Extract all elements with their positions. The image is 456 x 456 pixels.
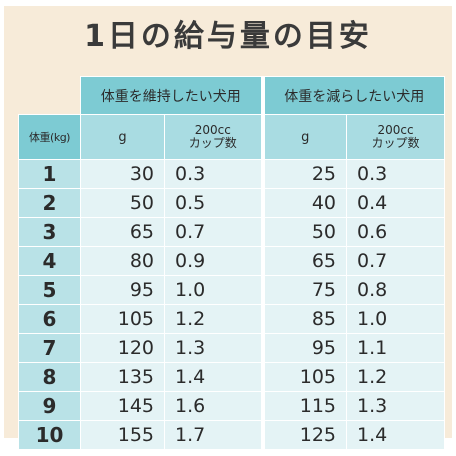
group-header-reduce: 体重を減らしたい犬用 — [260, 76, 445, 115]
weight-cell: 7 — [18, 333, 81, 363]
maintain-cups-cell: 0.9 — [164, 246, 263, 276]
weight-cell: 3 — [18, 217, 81, 247]
reduce-grams-cell: 85 — [260, 304, 347, 334]
table-row: 7 120 1.3 95 1.1 — [18, 333, 445, 363]
group-header-row: 体重を維持したい犬用 体重を減らしたい犬用 — [18, 76, 445, 115]
table-row: 9 145 1.6 115 1.3 — [18, 391, 445, 421]
maintain-grams-cell: 95 — [80, 275, 165, 305]
table-row: 2 50 0.5 40 0.4 — [18, 188, 445, 218]
weight-cell: 2 — [18, 188, 81, 218]
maintain-grams-cell: 145 — [80, 391, 165, 421]
maintain-cups-cell: 0.3 — [164, 159, 263, 189]
weight-header: 体重(kg) — [18, 114, 81, 160]
maintain-cups-cell: 1.2 — [164, 304, 263, 334]
maintain-grams-cell: 65 — [80, 217, 165, 247]
maintain-cups-cell: 0.7 — [164, 217, 263, 247]
page-title: 1日の給与量の目安 — [84, 19, 372, 54]
reduce-grams-cell: 95 — [260, 333, 347, 363]
cups-header-maintain: 200cc カップ数 — [164, 114, 263, 160]
table-row: 5 95 1.0 75 0.8 — [18, 275, 445, 305]
group-header-maintain: 体重を維持したい犬用 — [80, 76, 263, 115]
cups-header-reduce: 200cc カップ数 — [346, 114, 445, 160]
table-row: 3 65 0.7 50 0.6 — [18, 217, 445, 247]
reduce-cups-cell: 1.1 — [346, 333, 445, 363]
cup-count-label: カップ数 — [188, 136, 237, 150]
weight-cell: 8 — [18, 362, 81, 392]
maintain-grams-cell: 120 — [80, 333, 165, 363]
reduce-grams-cell: 105 — [260, 362, 347, 392]
weight-cell: 9 — [18, 391, 81, 421]
corner-cell — [18, 76, 81, 115]
reduce-grams-cell: 125 — [260, 420, 347, 450]
feeding-table: 体重を維持したい犬用 体重を減らしたい犬用 体重(kg) g 200cc カップ… — [18, 76, 445, 450]
maintain-cups-cell: 1.6 — [164, 391, 263, 421]
table-body: 1 30 0.3 25 0.3 2 50 0.5 40 0.4 3 65 0.7 50 0.6 4 80 0.9 6… — [18, 159, 445, 450]
reduce-cups-cell: 0.7 — [346, 246, 445, 276]
reduce-cups-cell: 0.6 — [346, 217, 445, 247]
grams-header-reduce: g — [260, 114, 347, 160]
reduce-cups-cell: 1.3 — [346, 391, 445, 421]
cup-count-label: カップ数 — [371, 136, 420, 150]
maintain-cups-cell: 1.4 — [164, 362, 263, 392]
cup-size-label: 200cc — [194, 123, 231, 137]
column-header-row: 体重(kg) g 200cc カップ数 g 200cc カップ数 — [18, 114, 445, 160]
reduce-cups-cell: 1.0 — [346, 304, 445, 334]
weight-cell: 6 — [18, 304, 81, 334]
reduce-grams-cell: 25 — [260, 159, 347, 189]
weight-cell: 5 — [18, 275, 81, 305]
maintain-cups-cell: 1.0 — [164, 275, 263, 305]
maintain-grams-cell: 30 — [80, 159, 165, 189]
maintain-grams-cell: 155 — [80, 420, 165, 450]
reduce-cups-cell: 0.3 — [346, 159, 445, 189]
feeding-guide-panel: 1日の給与量の目安 体重を維持したい犬用 体重を減らしたい犬用 体重(kg) g… — [4, 6, 452, 450]
grams-header-maintain: g — [80, 114, 165, 160]
maintain-cups-cell: 1.7 — [164, 420, 263, 450]
table-row: 1 30 0.3 25 0.3 — [18, 159, 445, 189]
table-row: 8 135 1.4 105 1.2 — [18, 362, 445, 392]
maintain-cups-cell: 1.3 — [164, 333, 263, 363]
maintain-grams-cell: 50 — [80, 188, 165, 218]
maintain-cups-cell: 0.5 — [164, 188, 263, 218]
reduce-cups-cell: 0.8 — [346, 275, 445, 305]
cup-size-label: 200cc — [377, 123, 414, 137]
reduce-cups-cell: 1.4 — [346, 420, 445, 450]
table-row: 4 80 0.9 65 0.7 — [18, 246, 445, 276]
table-row: 10 155 1.7 125 1.4 — [18, 420, 445, 450]
maintain-grams-cell: 80 — [80, 246, 165, 276]
reduce-grams-cell: 40 — [260, 188, 347, 218]
weight-cell: 4 — [18, 246, 81, 276]
maintain-grams-cell: 105 — [80, 304, 165, 334]
reduce-grams-cell: 115 — [260, 391, 347, 421]
reduce-cups-cell: 0.4 — [346, 188, 445, 218]
reduce-grams-cell: 65 — [260, 246, 347, 276]
weight-cell: 1 — [18, 159, 81, 189]
reduce-grams-cell: 75 — [260, 275, 347, 305]
reduce-cups-cell: 1.2 — [346, 362, 445, 392]
weight-cell: 10 — [18, 420, 81, 450]
maintain-grams-cell: 135 — [80, 362, 165, 392]
reduce-grams-cell: 50 — [260, 217, 347, 247]
table-row: 6 105 1.2 85 1.0 — [18, 304, 445, 334]
